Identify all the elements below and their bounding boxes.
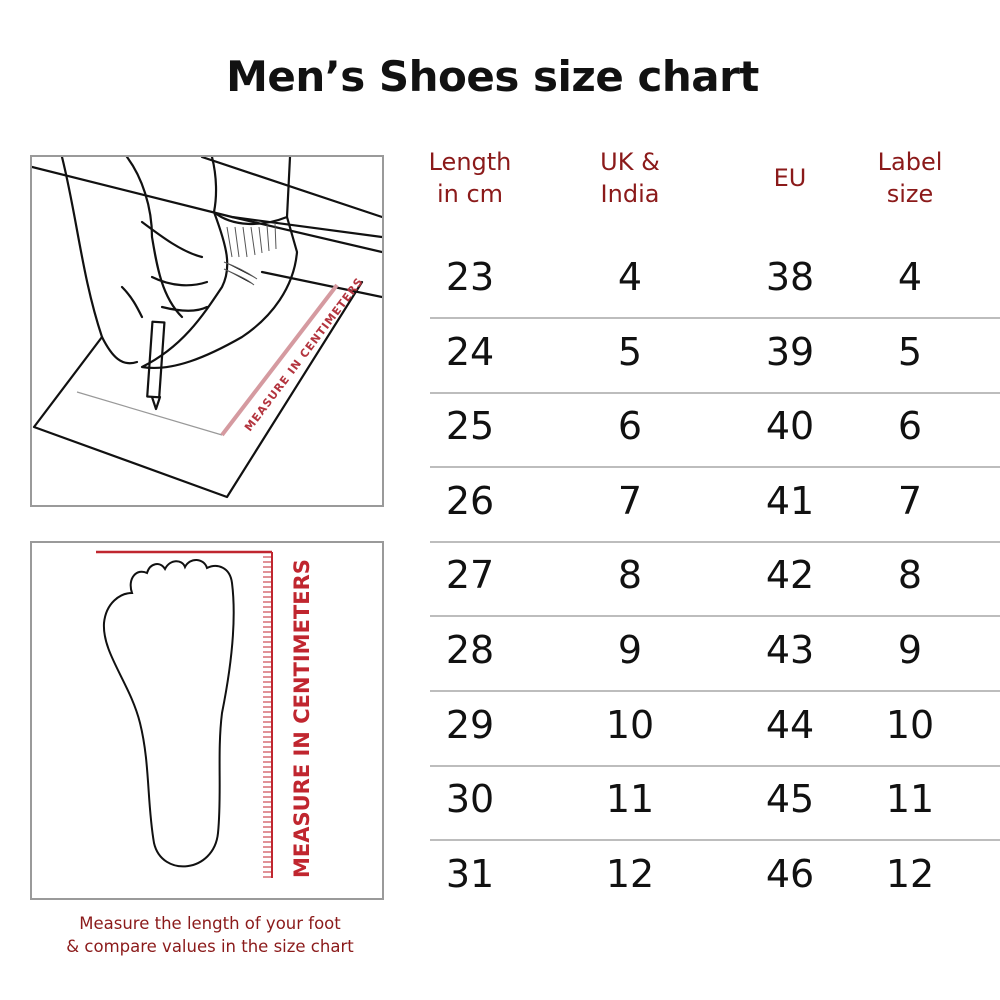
table-cell: 46 [765, 851, 815, 896]
row-divider [430, 690, 1000, 692]
table-cell: 41 [765, 478, 815, 523]
table-cell: 29 [445, 702, 495, 747]
table-cell: 8 [617, 553, 643, 598]
table-cell: 24 [445, 329, 495, 374]
table-cell: 5 [617, 329, 643, 374]
table-cell: 27 [445, 553, 495, 598]
column-header: EU [720, 162, 860, 194]
row-divider [430, 839, 1000, 842]
table-cell: 10 [605, 702, 655, 747]
row-divider [430, 540, 1000, 543]
ruler-label-top: MEASURE IN CENTIMETERS [242, 275, 366, 434]
table-cell: 6 [897, 404, 923, 449]
caption-line-2: & compare values in the size chart [66, 937, 354, 956]
table-cell: 8 [897, 553, 923, 598]
table-cell: 11 [885, 777, 935, 822]
table-cell: 28 [445, 628, 495, 672]
column-header-line2: India [600, 180, 660, 208]
row-divider [430, 391, 1000, 394]
table-cell: 11 [605, 777, 655, 822]
table-cell: 12 [885, 851, 935, 896]
ruler-label-side: MEASURE IN CENTIMETERS [290, 559, 314, 878]
table-cell: 43 [765, 628, 815, 672]
foot-tracing-illustration: MEASURE IN CENTIMETERS [30, 155, 384, 507]
table-cell: 30 [445, 777, 495, 822]
table-cell: 25 [445, 404, 495, 449]
table-cell: 4 [897, 255, 923, 299]
caption: Measure the length of your foot & compar… [30, 912, 390, 958]
table-cell: 5 [897, 329, 923, 374]
column-header-line1: Length [428, 148, 512, 176]
column-header-line1: UK & [600, 148, 660, 176]
row-divider [430, 466, 1000, 469]
row-divider [430, 764, 1000, 767]
table-cell: 26 [445, 478, 495, 523]
table-cell: 10 [885, 702, 935, 747]
table-cell: 9 [617, 628, 643, 672]
foot-outline-icon: MEASURE IN CENTIMETERS [96, 550, 314, 878]
column-header-line2: in cm [436, 180, 504, 208]
table-cell: 38 [765, 255, 815, 299]
column-header-line1: EU [773, 164, 807, 192]
row-divider [430, 615, 1000, 618]
column-header-line1: Label [877, 148, 943, 176]
table-cell: 42 [765, 553, 815, 598]
table-cell: 4 [617, 255, 643, 299]
table-cell: 6 [617, 404, 643, 449]
column-header: Length in cm [400, 146, 540, 210]
foot-outline-illustration: MEASURE IN CENTIMETERS [30, 541, 384, 900]
table-cell: 7 [617, 478, 643, 523]
table-cell: 7 [897, 478, 923, 523]
table-cell: 44 [765, 702, 815, 747]
pencil-tracing-icon: MEASURE IN CENTIMETERS [32, 157, 382, 499]
table-cell: 39 [765, 329, 815, 374]
column-header: Label size [840, 146, 980, 210]
table-cell: 23 [445, 255, 495, 299]
column-header: UK & India [560, 146, 700, 210]
row-divider [430, 317, 1000, 319]
table-cell: 40 [765, 404, 815, 449]
table-cell: 31 [445, 851, 495, 896]
caption-line-1: Measure the length of your foot [79, 914, 341, 933]
page-title: Men’s Shoes size chart [226, 52, 759, 101]
table-cell: 9 [897, 628, 923, 672]
table-cell: 45 [765, 777, 815, 822]
table-cell: 12 [605, 851, 655, 896]
column-header-line2: size [886, 180, 934, 208]
